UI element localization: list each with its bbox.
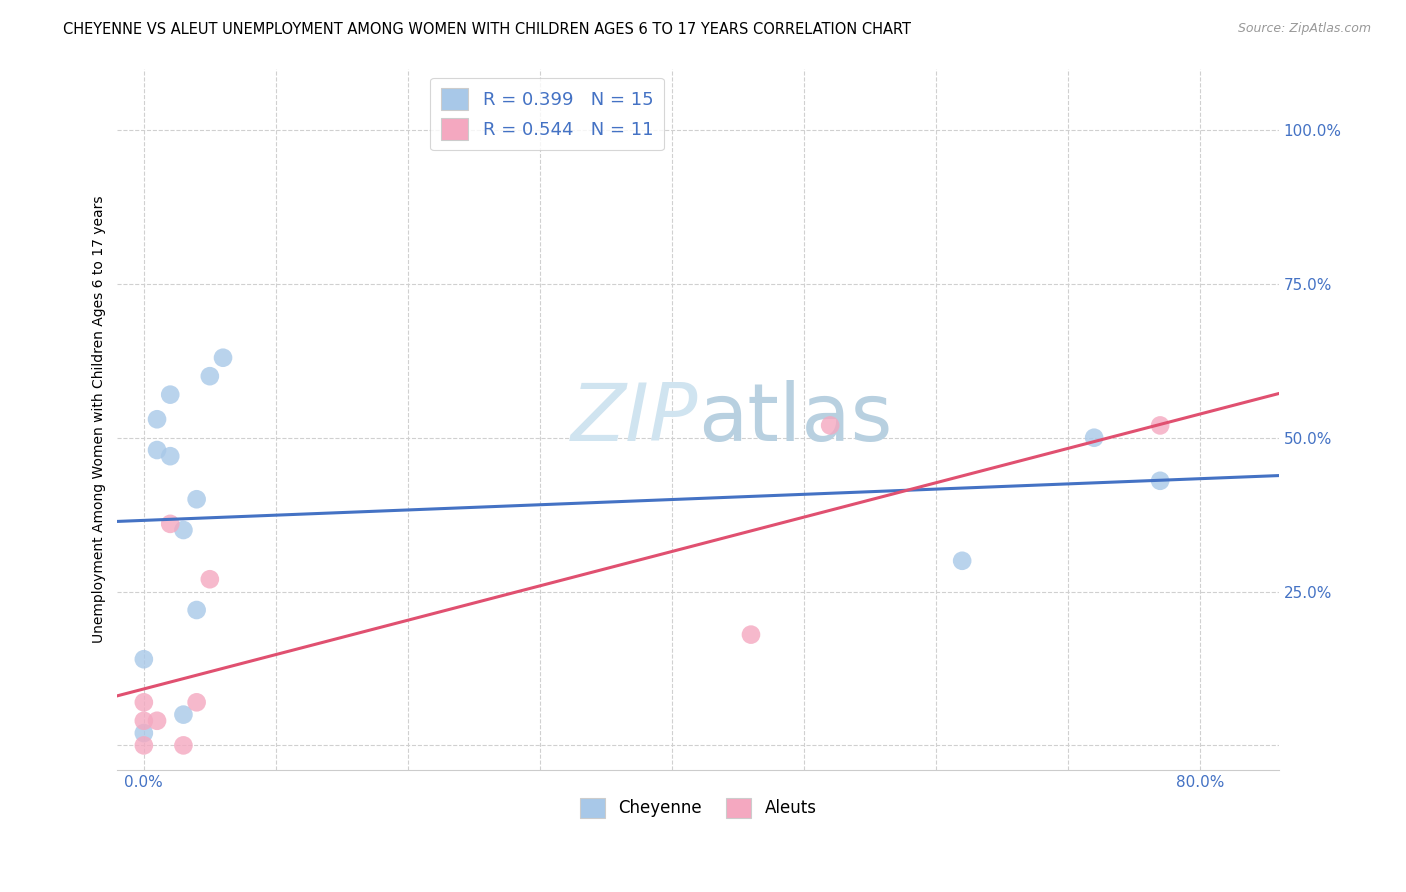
Y-axis label: Unemployment Among Women with Children Ages 6 to 17 years: Unemployment Among Women with Children A…: [93, 195, 107, 643]
Point: [159, 387, 181, 401]
Point: [740, 627, 762, 641]
Point: [132, 652, 155, 666]
Point: [1149, 474, 1171, 488]
Point: [1149, 418, 1171, 433]
Point: [212, 351, 235, 365]
Point: [146, 714, 169, 728]
Text: Source: ZipAtlas.com: Source: ZipAtlas.com: [1237, 22, 1371, 36]
Point: [818, 418, 841, 433]
Point: [132, 714, 155, 728]
Point: [159, 449, 181, 463]
Point: [186, 695, 208, 709]
Text: atlas: atlas: [699, 380, 893, 458]
Point: [159, 516, 181, 531]
Point: [950, 554, 973, 568]
Text: ZIP: ZIP: [571, 380, 699, 458]
Point: [146, 443, 169, 458]
Point: [172, 707, 194, 722]
Point: [132, 739, 155, 753]
Point: [146, 412, 169, 426]
Point: [172, 523, 194, 537]
Point: [186, 603, 208, 617]
Point: [1083, 431, 1105, 445]
Point: [132, 695, 155, 709]
Text: CHEYENNE VS ALEUT UNEMPLOYMENT AMONG WOMEN WITH CHILDREN AGES 6 TO 17 YEARS CORR: CHEYENNE VS ALEUT UNEMPLOYMENT AMONG WOM…: [63, 22, 911, 37]
Legend: Cheyenne, Aleuts: Cheyenne, Aleuts: [572, 791, 824, 825]
Point: [132, 726, 155, 740]
Point: [186, 492, 208, 507]
Point: [198, 572, 221, 586]
Point: [198, 369, 221, 384]
Point: [172, 739, 194, 753]
